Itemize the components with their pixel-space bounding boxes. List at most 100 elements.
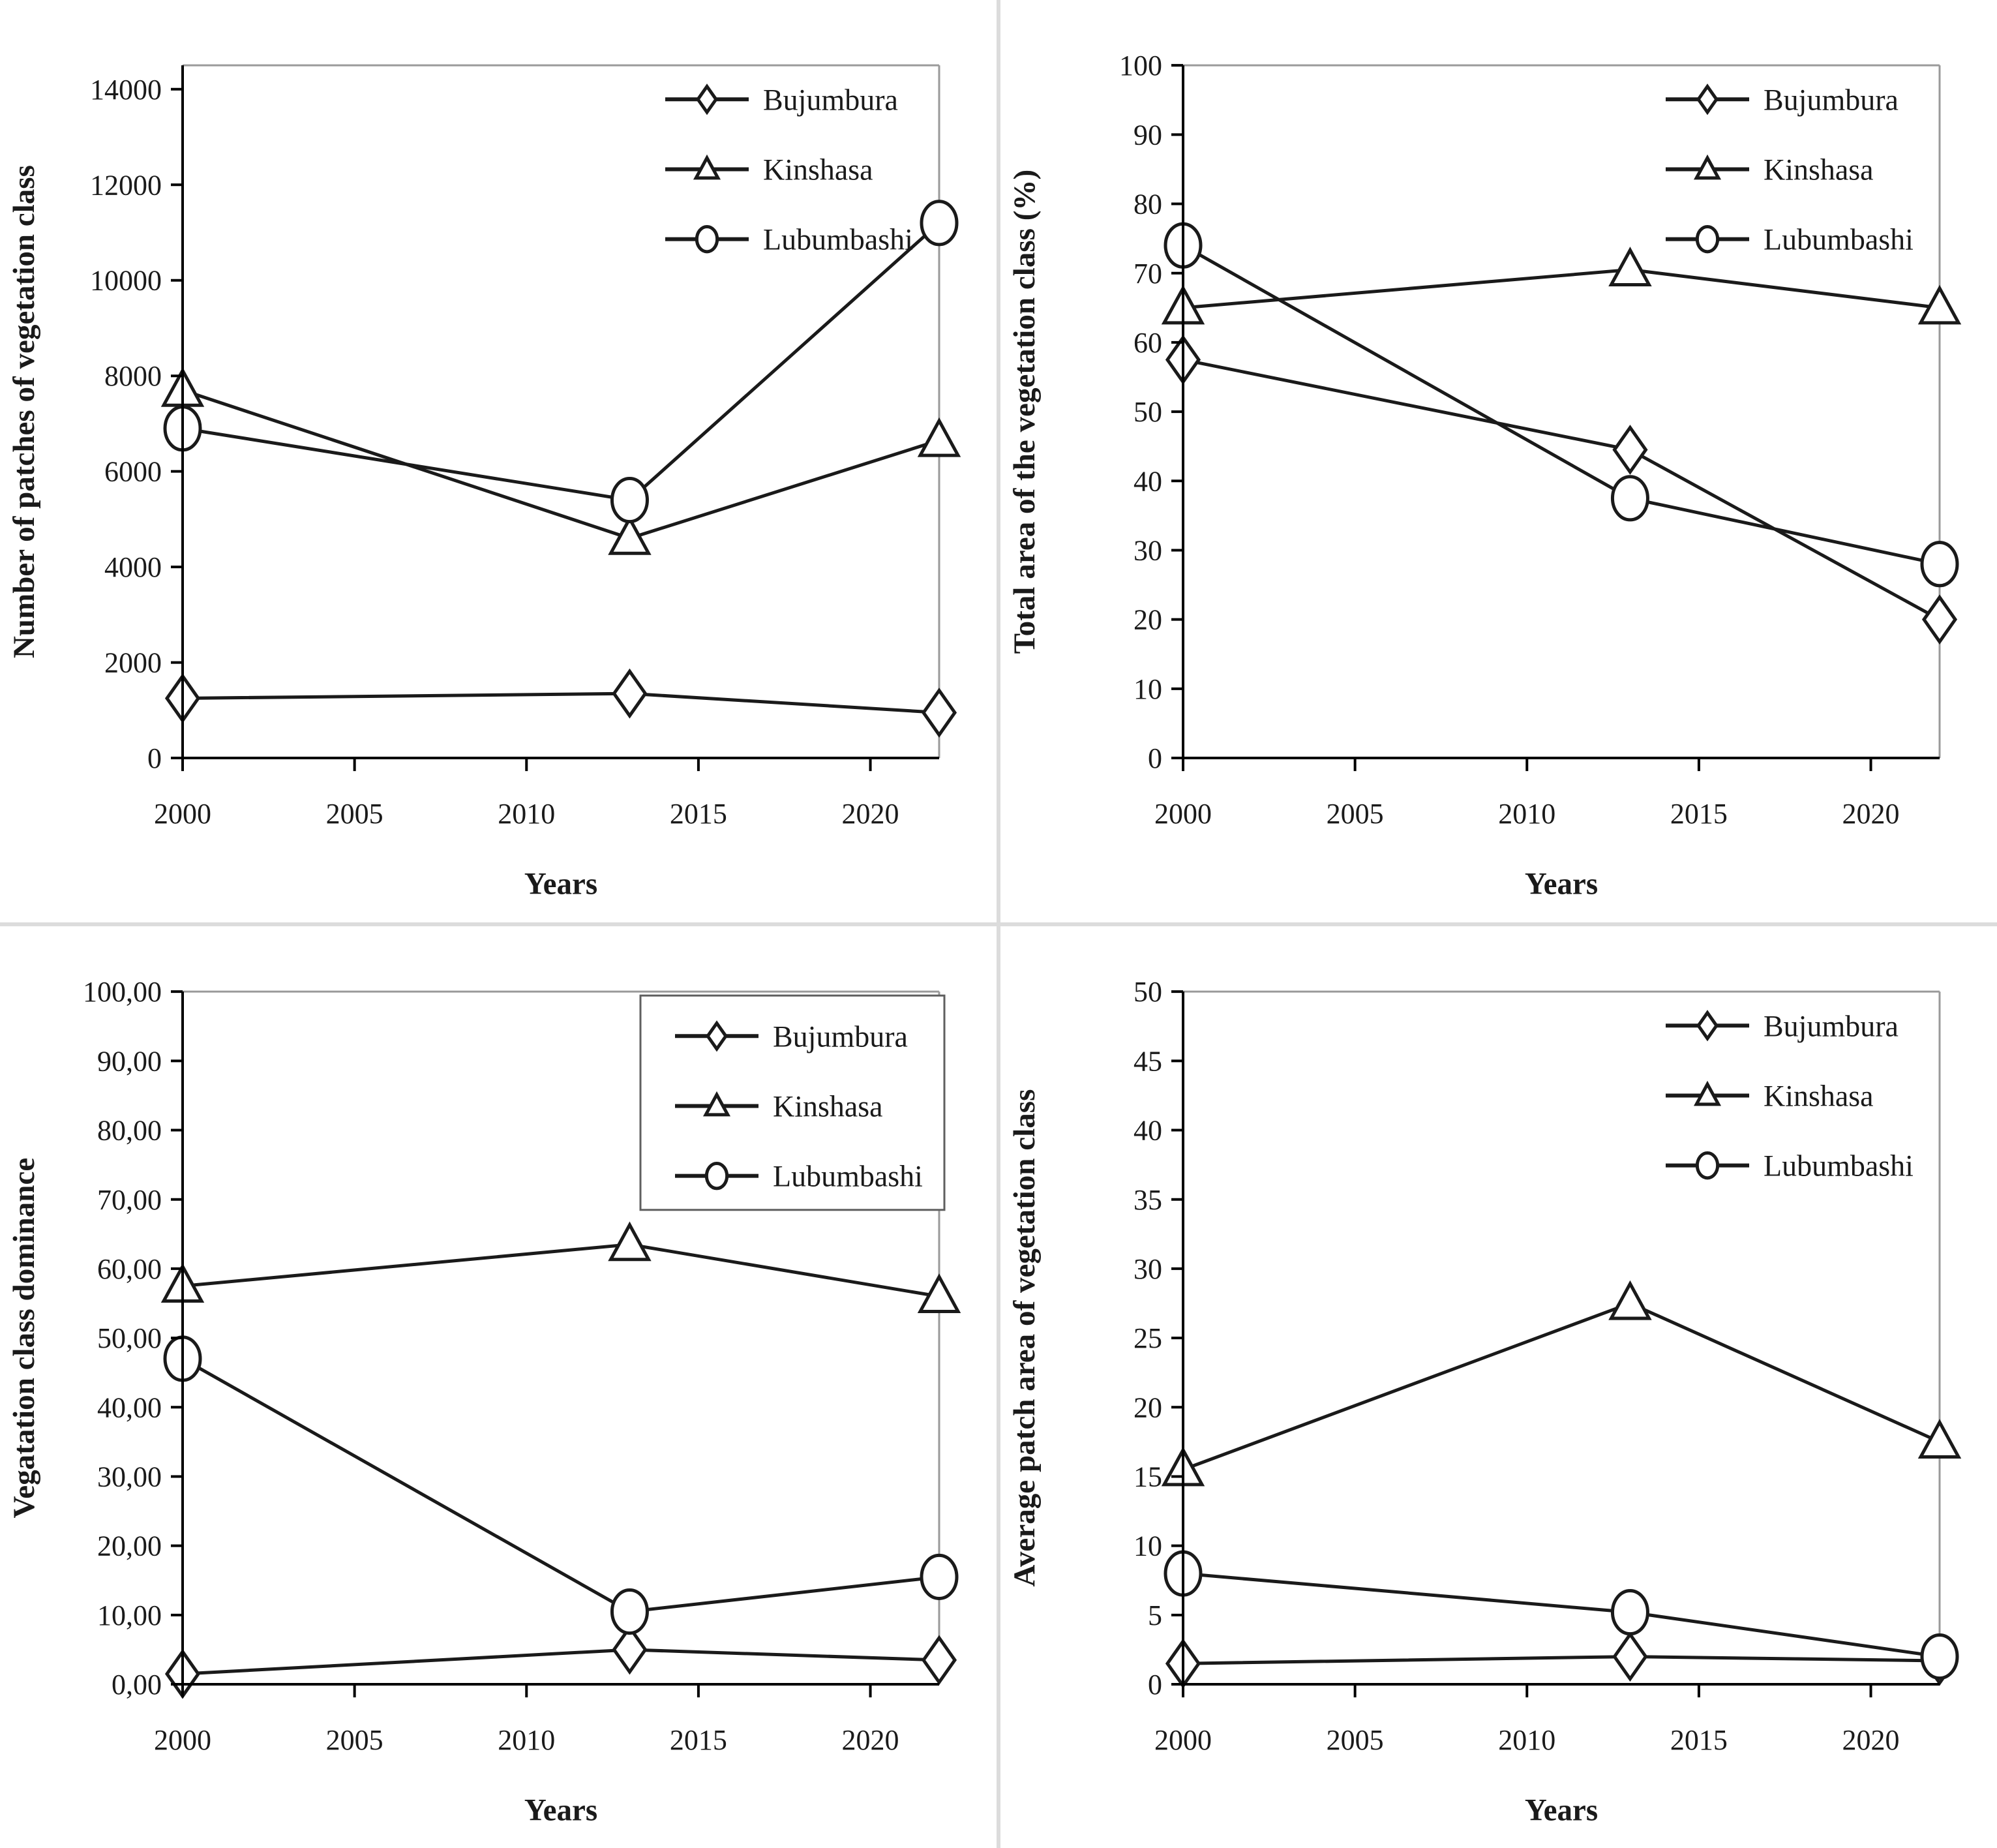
legend-marker-kinshasa bbox=[693, 154, 721, 180]
x-tick-label: 2015 bbox=[1670, 798, 1728, 830]
x-tick-label: 2015 bbox=[1670, 1724, 1728, 1756]
series-line-bujumbura bbox=[182, 1647, 940, 1676]
data-point-lubumbashi-2022 bbox=[1920, 1633, 1959, 1680]
x-tick-label: 2000 bbox=[154, 798, 211, 830]
x-tick-label: 2005 bbox=[326, 798, 383, 830]
series-line-bujumbura bbox=[1182, 358, 1941, 621]
legend-label-kinshasa: Kinshasa bbox=[773, 1089, 883, 1123]
data-point-lubumbashi-2013 bbox=[1610, 1588, 1649, 1635]
y-tick-label: 40 bbox=[1134, 1114, 1162, 1146]
series-line-lubumbashi bbox=[1182, 1571, 1940, 1658]
vegetation-class-dominance-chart: 0,00 10,00 20,00 30,00 40,00 50,00 60,00 70,00 8… bbox=[7, 976, 961, 1827]
legend-label-kinshasa: Kinshasa bbox=[1764, 1079, 1874, 1112]
x-axis-title: Years bbox=[1525, 867, 1598, 901]
y-tick-label: 30 bbox=[1134, 1252, 1162, 1284]
x-tick-label: 2005 bbox=[1327, 1724, 1384, 1756]
legend-label-bujumbura: Bujumbura bbox=[763, 83, 898, 116]
x-tick-label: 2010 bbox=[1498, 798, 1555, 830]
y-tick-label: 20 bbox=[1134, 1391, 1162, 1423]
data-point-lubumbashi-2013 bbox=[610, 477, 649, 524]
legend-label-lubumbashi: Lubumbashi bbox=[1764, 1149, 1914, 1182]
y-tick-label: 0 bbox=[1148, 1669, 1162, 1701]
legend-label-bujumbura: Bujumbura bbox=[1764, 83, 1899, 116]
y-tick-label: 60 bbox=[1134, 327, 1162, 359]
x-tick-label: 2015 bbox=[670, 1724, 727, 1756]
x-tick-label: 2010 bbox=[498, 798, 555, 830]
x-tick-label: 2010 bbox=[1498, 1724, 1555, 1756]
y-tick-label: 20 bbox=[1134, 604, 1162, 636]
series-line-bujumbura bbox=[1182, 1654, 1940, 1665]
data-point-bujumbura-2022 bbox=[1921, 594, 1958, 645]
number-of-patches-chart: 0 2000 4000 6000 8000 10000 12000 14000 2000 2005… bbox=[7, 64, 961, 901]
x-tick-label: 2020 bbox=[842, 1724, 899, 1756]
series-line-bujumbura bbox=[182, 691, 940, 714]
x-tick-label: 2020 bbox=[842, 798, 899, 830]
y-axis-title: Number of patches of vegetation class bbox=[7, 165, 41, 658]
y-tick-label: 10 bbox=[1134, 673, 1162, 705]
y-tick-label: 5 bbox=[1148, 1599, 1162, 1631]
data-point-kinshasa-2022 bbox=[917, 1273, 961, 1313]
chart-panel-number-of-patches: 0 2000 4000 6000 8000 10000 12000 14000 2000 2005… bbox=[0, 0, 997, 922]
y-tick-label: 30,00 bbox=[97, 1461, 162, 1492]
x-axis-title: Years bbox=[524, 867, 597, 901]
y-tick-label: 50,00 bbox=[97, 1322, 162, 1354]
y-tick-label: 10 bbox=[1134, 1530, 1162, 1562]
data-point-lubumbashi-2013 bbox=[610, 1588, 649, 1635]
y-tick-label: 60,00 bbox=[97, 1252, 162, 1284]
legend-marker-lubumbashi bbox=[695, 224, 719, 254]
data-point-kinshasa-2013 bbox=[1608, 247, 1652, 286]
y-tick-label: 80,00 bbox=[97, 1114, 162, 1146]
y-tick-label: 8000 bbox=[104, 360, 162, 392]
legend-marker-kinshasa bbox=[702, 1091, 731, 1116]
data-point-kinshasa-2022 bbox=[1917, 1418, 1962, 1459]
y-tick-label: 14000 bbox=[90, 74, 162, 106]
y-tick-label: 40 bbox=[1134, 465, 1162, 497]
y-axis-title: Total area of the vegetation class (%) bbox=[1008, 170, 1042, 654]
legend-marker-lubumbashi bbox=[704, 1161, 729, 1190]
legend-marker-bujumbura bbox=[1696, 83, 1719, 115]
legend-marker-bujumbura bbox=[696, 83, 718, 115]
legend-label-lubumbashi: Lubumbashi bbox=[773, 1159, 923, 1192]
y-tick-label: 45 bbox=[1134, 1045, 1162, 1077]
x-tick-label: 2000 bbox=[1154, 1724, 1212, 1756]
series-line-kinshasa bbox=[182, 1242, 940, 1298]
y-tick-label: 90 bbox=[1134, 119, 1162, 151]
average-patch-area-chart: 0 5 10 15 20 25 30 35 40 45 50 2000 2005 2010 2015 2020… bbox=[1008, 976, 1962, 1827]
data-point-lubumbashi-2022 bbox=[1920, 541, 1959, 588]
x-axis-title: Years bbox=[524, 1793, 597, 1827]
y-tick-label: 15 bbox=[1134, 1461, 1162, 1492]
x-tick-label: 2000 bbox=[1154, 798, 1212, 830]
y-tick-label: 30 bbox=[1134, 534, 1162, 566]
data-point-bujumbura-2013 bbox=[1612, 425, 1648, 475]
y-tick-label: 50 bbox=[1134, 976, 1162, 1008]
data-point-kinshasa-2022 bbox=[1917, 284, 1962, 325]
y-tick-label: 70 bbox=[1134, 258, 1162, 290]
data-point-kinshasa-2013 bbox=[608, 515, 652, 555]
chart-panel-total-area-percent: 0 10 20 30 40 50 60 70 80 90 100 2000 2005 2010 2015 20… bbox=[1000, 0, 1997, 922]
y-axis-title: Average patch area of vegetation class bbox=[1008, 1089, 1042, 1586]
series-line-kinshasa bbox=[182, 388, 940, 540]
y-tick-label: 10,00 bbox=[97, 1599, 162, 1631]
legend-marker-bujumbura bbox=[706, 1020, 728, 1052]
data-point-kinshasa-2013 bbox=[1608, 1280, 1652, 1320]
legend-marker-kinshasa bbox=[1693, 154, 1722, 180]
legend-label-kinshasa: Kinshasa bbox=[1764, 153, 1874, 186]
y-tick-label: 10000 bbox=[90, 265, 162, 297]
data-point-kinshasa-2022 bbox=[917, 417, 961, 457]
data-point-lubumbashi-2022 bbox=[920, 1553, 959, 1600]
x-tick-label: 2000 bbox=[154, 1724, 211, 1756]
x-tick-label: 2020 bbox=[1842, 1724, 1900, 1756]
y-tick-label: 50 bbox=[1134, 396, 1162, 428]
y-tick-label: 4000 bbox=[104, 551, 162, 583]
series-line-kinshasa bbox=[1182, 267, 1940, 310]
y-tick-label: 20,00 bbox=[97, 1530, 162, 1562]
data-point-lubumbashi-2022 bbox=[920, 200, 959, 247]
y-tick-label: 40,00 bbox=[97, 1391, 162, 1423]
data-point-lubumbashi-2013 bbox=[1610, 475, 1649, 522]
total-area-percent-chart: 0 10 20 30 40 50 60 70 80 90 100 2000 2005 2010 2015 20… bbox=[1008, 50, 1962, 901]
y-axis-title: Vegatation class dominance bbox=[7, 1157, 41, 1518]
y-tick-label: 70,00 bbox=[97, 1183, 162, 1215]
legend-label-lubumbashi: Lubumbashi bbox=[763, 223, 913, 256]
y-tick-label: 80 bbox=[1134, 189, 1162, 220]
